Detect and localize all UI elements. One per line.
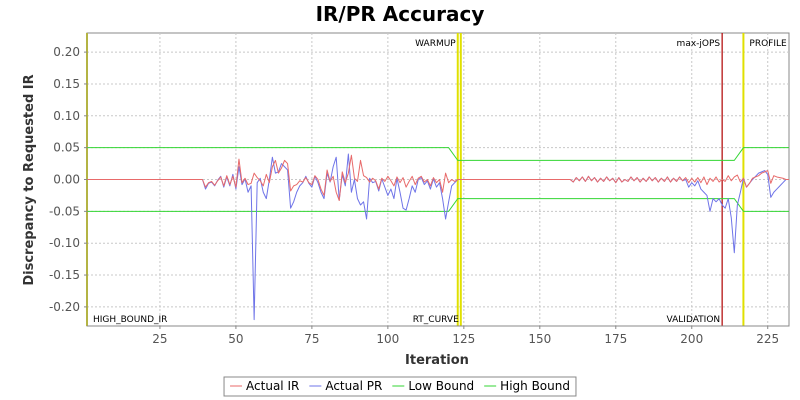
legend-label: Low Bound xyxy=(408,379,474,393)
y-tick-label: -0.10 xyxy=(49,236,80,250)
y-tick-label: 0.05 xyxy=(53,141,80,155)
marker-label: PROFILE xyxy=(749,39,787,49)
legend-box xyxy=(223,376,577,397)
series-line-actual-ir xyxy=(87,154,789,202)
series-line-low-bound xyxy=(87,198,789,212)
series-lines xyxy=(87,147,789,321)
y-tick-label: 0.20 xyxy=(53,45,80,59)
legend-label: High Bound xyxy=(500,379,570,393)
y-tick-label: -0.05 xyxy=(49,204,80,218)
series-line-actual-pr xyxy=(87,153,789,321)
x-tick-label: 225 xyxy=(756,332,779,346)
x-tick-label: 175 xyxy=(604,332,627,346)
x-axis-title: Iteration xyxy=(405,353,469,368)
chart-title: IR/PR Accuracy xyxy=(316,2,485,26)
marker-label: HIGH_BOUND_IR xyxy=(93,315,167,325)
x-tick-label: 50 xyxy=(228,332,243,346)
y-tick-label: 0.10 xyxy=(53,109,80,123)
y-tick-label: -0.20 xyxy=(49,300,80,314)
marker-label: WARMUP xyxy=(415,39,456,49)
series-line-high-bound xyxy=(87,147,789,161)
x-tick-label: 100 xyxy=(376,332,399,346)
y-axis-title: Discrepancy to Requested IR xyxy=(22,74,37,285)
y-tick-label: -0.15 xyxy=(49,268,80,282)
x-tick-label: 200 xyxy=(680,332,703,346)
marker-label: VALIDATION xyxy=(667,315,721,325)
y-tick-label: 0.00 xyxy=(53,173,80,187)
legend-label: Actual PR xyxy=(325,379,382,393)
marker-label: max-jOPS xyxy=(677,39,721,49)
marker-label: RT_CURVE xyxy=(413,315,459,325)
x-tick-label: 125 xyxy=(452,332,475,346)
x-axis-ticks: 25 50 75 100 125 150 175 200 225 xyxy=(152,326,779,346)
y-tick-label: 0.15 xyxy=(53,77,80,91)
y-axis-ticks: -0.20 -0.15 -0.10 -0.05 0.00 0.05 0.10 0.15 0.20 xyxy=(49,45,87,314)
legend: Actual IR Actual PR Low Bound High Bound xyxy=(223,376,577,397)
x-tick-label: 75 xyxy=(304,332,319,346)
legend-label: Actual IR xyxy=(246,379,299,393)
x-tick-label: 25 xyxy=(152,332,167,346)
x-tick-label: 150 xyxy=(528,332,551,346)
